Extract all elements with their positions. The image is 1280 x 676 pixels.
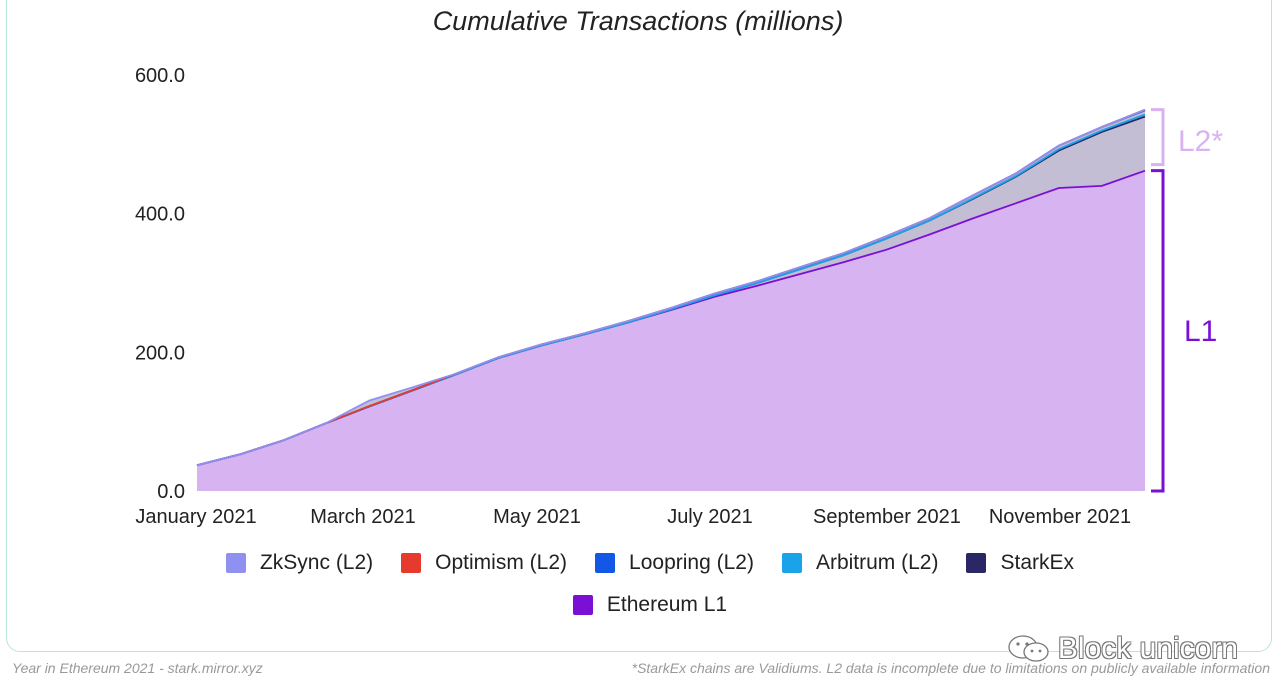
legend-item: ZkSync (L2) bbox=[225, 548, 374, 578]
x-tick-label: May 2021 bbox=[493, 506, 581, 528]
l1-bracket bbox=[1151, 169, 1165, 493]
y-tick-label: 400.0 bbox=[135, 204, 185, 226]
series-line-zksync bbox=[196, 108, 1146, 467]
legend-label: Optimism (L2) bbox=[435, 551, 568, 574]
x-tick-label: March 2021 bbox=[310, 506, 416, 528]
legend: ZkSync (L2) Optimism (L2) Loopring (L2) Arb… bbox=[150, 548, 1150, 620]
legend-item: Arbitrum (L2) bbox=[781, 548, 939, 578]
x-tick-label: November 2021 bbox=[989, 506, 1131, 528]
l2-bracket bbox=[1151, 108, 1165, 167]
l1-annotation: L1 bbox=[1184, 315, 1217, 348]
legend-swatch bbox=[225, 553, 246, 573]
footer-source: Year in Ethereum 2021 - stark.mirror.xyz bbox=[12, 660, 263, 676]
legend-label: ZkSync (L2) bbox=[259, 551, 374, 574]
legend-swatch bbox=[401, 553, 422, 573]
x-tick-label: January 2021 bbox=[135, 506, 256, 528]
legend-label: Arbitrum (L2) bbox=[815, 551, 939, 574]
watermark: Block unicorn bbox=[1006, 632, 1238, 666]
x-tick-label: September 2021 bbox=[813, 506, 961, 528]
l2-annotation: L2* bbox=[1178, 125, 1223, 158]
legend-item: Ethereum L1 bbox=[572, 590, 728, 620]
legend-label: Loopring (L2) bbox=[629, 551, 754, 574]
card-frame bbox=[6, 0, 1272, 652]
legend-label: Ethereum L1 bbox=[606, 593, 728, 616]
legend-item: StarkEx bbox=[966, 548, 1074, 578]
legend-item: Optimism (L2) bbox=[401, 548, 567, 578]
y-tick-label: 200.0 bbox=[135, 342, 185, 364]
l1-area bbox=[197, 170, 1145, 491]
y-tick-label: 0.0 bbox=[157, 481, 185, 503]
chart-title: Cumulative Transactions (millions) bbox=[432, 6, 844, 36]
legend-swatch bbox=[572, 595, 593, 615]
legend-swatch bbox=[966, 553, 987, 573]
legend-swatch bbox=[595, 553, 616, 573]
legend-label: StarkEx bbox=[1000, 551, 1075, 574]
footer-note: *StarkEx chains are Validiums. L2 data i… bbox=[631, 660, 1270, 676]
watermark-text: Block unicorn bbox=[1057, 632, 1238, 665]
legend-item: Loopring (L2) bbox=[595, 548, 754, 578]
wechat-logo-icon bbox=[1008, 635, 1049, 662]
y-tick-label: 600.0 bbox=[135, 65, 185, 87]
x-tick-label: July 2021 bbox=[667, 506, 753, 528]
legend-swatch bbox=[781, 553, 802, 573]
